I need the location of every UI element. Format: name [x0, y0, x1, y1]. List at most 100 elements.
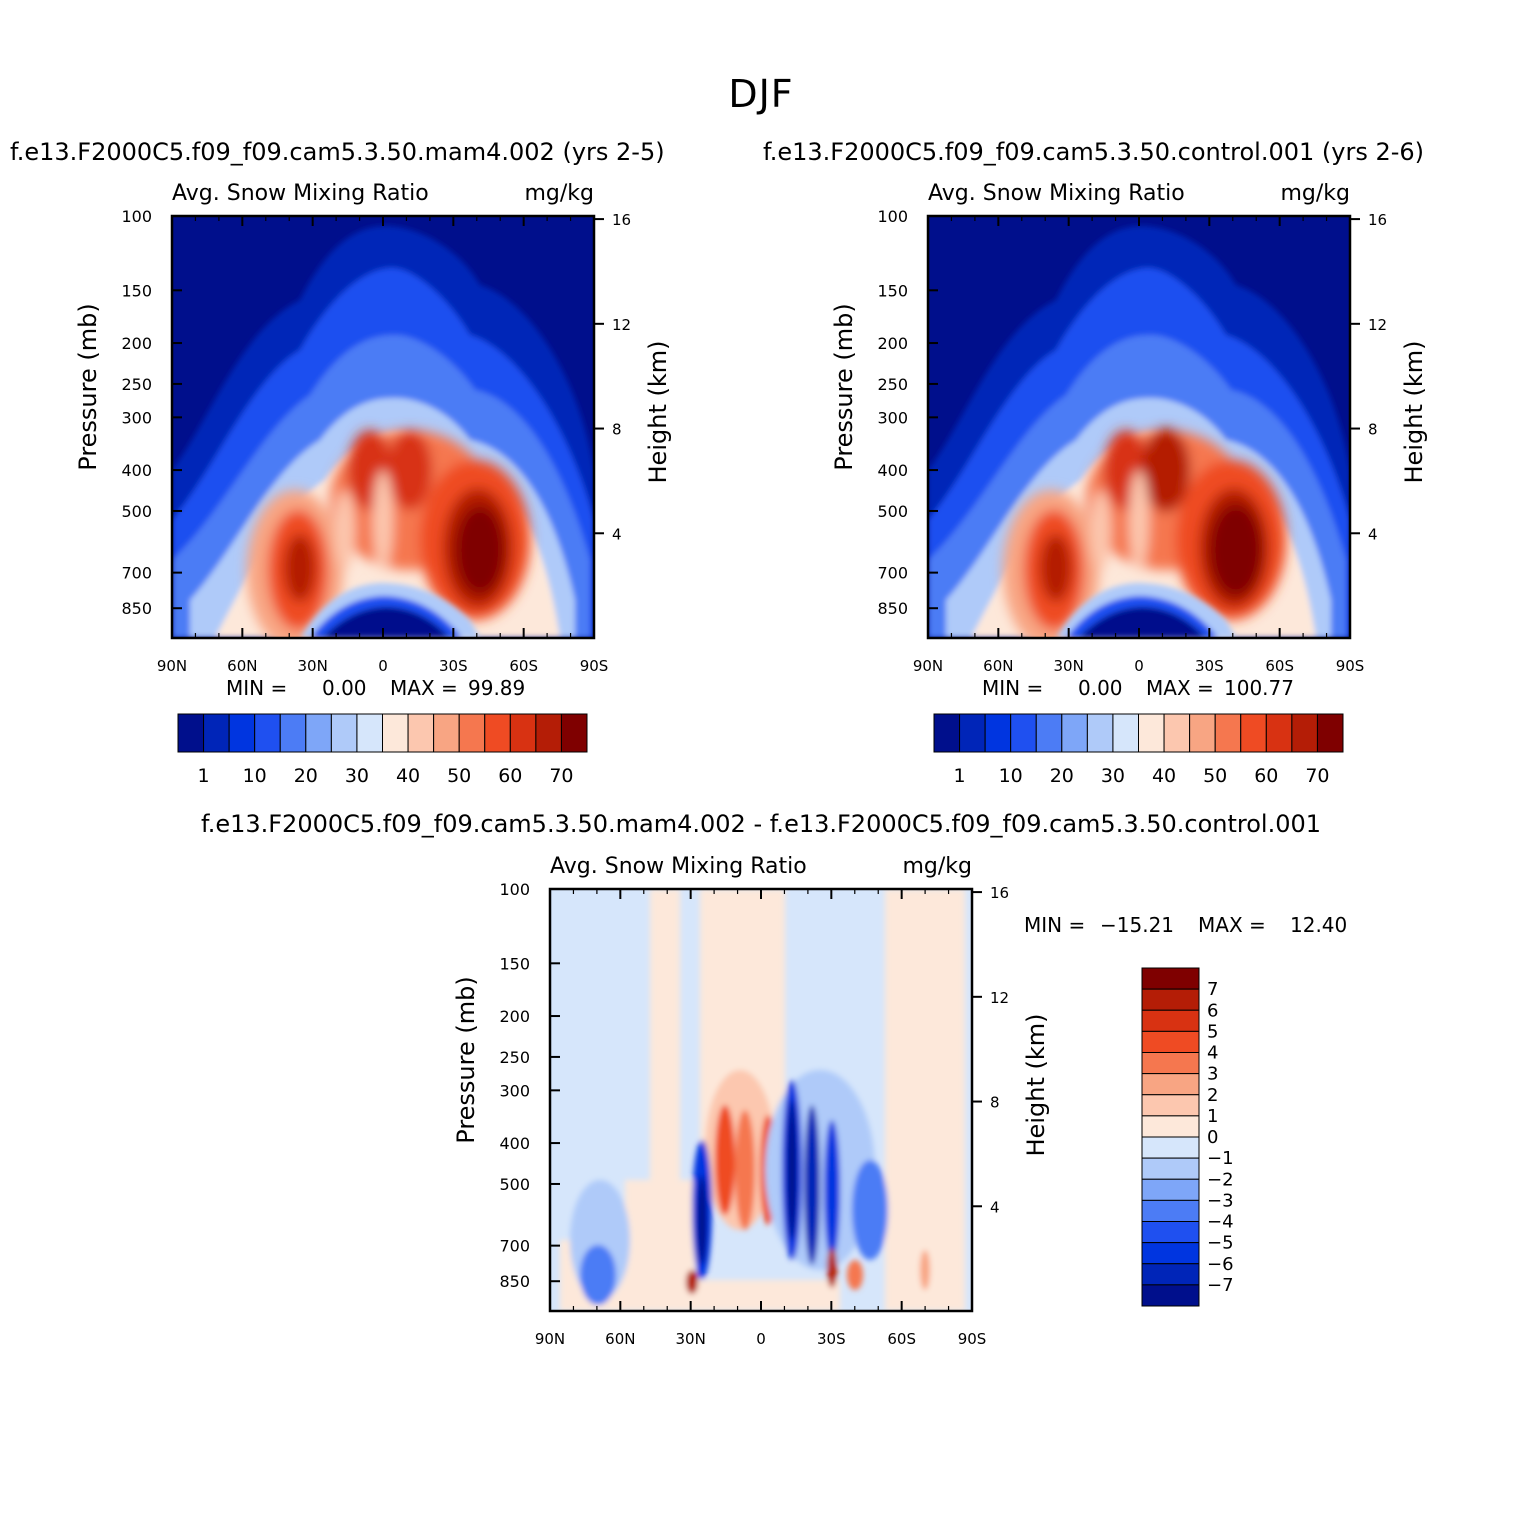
right-xtick-label: 30N [1054, 657, 1084, 675]
right-min-label: MIN = [982, 676, 1043, 700]
right-ztick-label: 12 [1368, 316, 1387, 334]
right-colorbar-box [1189, 713, 1216, 753]
diff-ylabel-right: Height (km) [1022, 1014, 1050, 1157]
diff-ztick-label: 12 [990, 989, 1009, 1007]
right-max-label: MAX = [1146, 676, 1214, 700]
left-max-value: 99.89 [468, 676, 525, 700]
right-var-label: Avg. Snow Mixing Ratio [928, 181, 1185, 206]
right-ytick-label: 200 [877, 334, 908, 353]
right-ytick-label: 850 [877, 599, 908, 618]
left-colorbar-box [356, 713, 383, 753]
right-ylabel-left: Pressure (mb) [830, 303, 858, 470]
right-ztick-label: 8 [1368, 421, 1378, 439]
left-ylabel-left: Pressure (mb) [74, 303, 102, 470]
right-ztick-label: 16 [1368, 211, 1387, 229]
right-min-value: 0.00 [1078, 676, 1123, 700]
diff-colorbar-box [1141, 1157, 1200, 1180]
diff-colorbar-label: 1 [1207, 1106, 1218, 1127]
left-min-label: MIN = [226, 676, 287, 700]
left-colorbar-box [560, 713, 588, 753]
diff-colorbar-label: 4 [1207, 1043, 1218, 1064]
left-ytick-label: 850 [121, 599, 152, 618]
right-colorbar-label: 20 [1050, 765, 1074, 787]
diff-colorbar-box [1141, 1115, 1200, 1138]
right-colorbar-label: 70 [1305, 765, 1329, 787]
left-colorbar-label: 40 [396, 765, 420, 787]
right-xtick-label: 60S [1265, 657, 1294, 675]
diff-colorbar-box [1141, 1052, 1200, 1075]
right-case-title: f.e13.F2000C5.f09_f09.cam5.3.50.control.… [763, 138, 1425, 166]
right-colorbar-box [1086, 713, 1114, 753]
right-ylabel-right: Height (km) [1400, 341, 1428, 484]
right-xtick-label: 30S [1195, 657, 1224, 675]
diff-xtick-label: 60N [605, 1330, 635, 1348]
left-xtick-label: 0 [378, 657, 388, 675]
left-colorbar-box [433, 713, 460, 753]
left-xtick-label: 60N [227, 657, 257, 675]
left-colorbar-box [228, 713, 256, 753]
diff-colorbar-label: 2 [1207, 1085, 1218, 1106]
diff-colorbar-box [1141, 1030, 1200, 1053]
left-units: mg/kg [524, 181, 594, 206]
right-xtick-label: 60N [983, 657, 1013, 675]
diff-colorbar-box [1141, 967, 1200, 990]
diff-ztick-label: 8 [990, 1094, 1000, 1112]
right-ytick-label: 300 [877, 408, 908, 427]
right-colorbar-box [1138, 713, 1165, 753]
diff-case-title: f.e13.F2000C5.f09_f09.cam5.3.50.mam4.002… [200, 810, 1322, 838]
left-ytick-label: 200 [121, 334, 152, 353]
right-colorbar-box [1214, 713, 1242, 753]
diff-colorbar-label: −5 [1207, 1233, 1234, 1254]
left-colorbar-label: 70 [549, 765, 573, 787]
diff-xtick-label: 30N [676, 1330, 706, 1348]
diff-colorbar-box [1141, 1009, 1200, 1032]
diff-colorbar-label: 3 [1207, 1064, 1218, 1085]
right-ytick-label: 700 [877, 564, 908, 583]
diff-colorbar-label: 0 [1207, 1127, 1218, 1148]
diff-colorbar-label: −3 [1207, 1190, 1234, 1211]
diff-max-value: 12.40 [1290, 913, 1347, 937]
diff-colorbar-box [1141, 1199, 1200, 1222]
left-xtick-label: 30S [439, 657, 468, 675]
right-colorbar-box [959, 713, 986, 753]
right-colorbar-box [1112, 713, 1139, 753]
diff-ytick-label: 200 [499, 1007, 530, 1026]
right-units: mg/kg [1280, 181, 1350, 206]
right-colorbar-label: 1 [954, 765, 966, 787]
left-ztick-label: 16 [612, 211, 631, 229]
left-ztick-label: 8 [612, 421, 622, 439]
left-ytick-label: 100 [121, 207, 152, 226]
diff-field [550, 889, 972, 1311]
diff-colorbar-label: −4 [1207, 1212, 1234, 1233]
diff-xtick-label: 0 [756, 1330, 766, 1348]
diff-ytick-label: 850 [499, 1272, 530, 1291]
right-colorbar-label: 60 [1254, 765, 1278, 787]
left-colorbar-box [535, 713, 562, 753]
left-ytick-label: 150 [121, 281, 152, 300]
right-max-value: 100.77 [1224, 676, 1294, 700]
left-colorbar: 1 10 20 30 40 50 60 70 [177, 713, 588, 787]
right-colorbar-box [1291, 713, 1318, 753]
left-colorbar-box [279, 713, 307, 753]
left-xtick-label: 90N [157, 657, 187, 675]
left-xtick-label: 90S [580, 657, 609, 675]
right-ytick-label: 100 [877, 207, 908, 226]
right-axes: 90N 60N 30N 0 30S 60S 90S 100 150 200 250 300 400 500… [830, 181, 1428, 675]
left-colorbar-box [509, 713, 537, 753]
left-colorbar-box [203, 713, 230, 753]
left-ztick-label: 4 [612, 525, 622, 543]
left-colorbar-label: 50 [447, 765, 471, 787]
diff-min-value: −15.21 [1100, 913, 1174, 937]
left-var-label: Avg. Snow Mixing Ratio [172, 181, 429, 206]
left-field [172, 216, 594, 638]
diff-ztick-label: 4 [990, 1198, 1000, 1216]
left-colorbar-label: 20 [294, 765, 318, 787]
diff-ylabel-left: Pressure (mb) [452, 976, 480, 1143]
left-min-value: 0.00 [322, 676, 367, 700]
left-ytick-label: 500 [121, 502, 152, 521]
right-colorbar-box [984, 713, 1012, 753]
left-xtick-label: 60S [509, 657, 538, 675]
diff-ytick-label: 300 [499, 1081, 530, 1100]
diff-colorbar-box [1141, 1284, 1200, 1307]
left-colorbar-box [305, 713, 332, 753]
